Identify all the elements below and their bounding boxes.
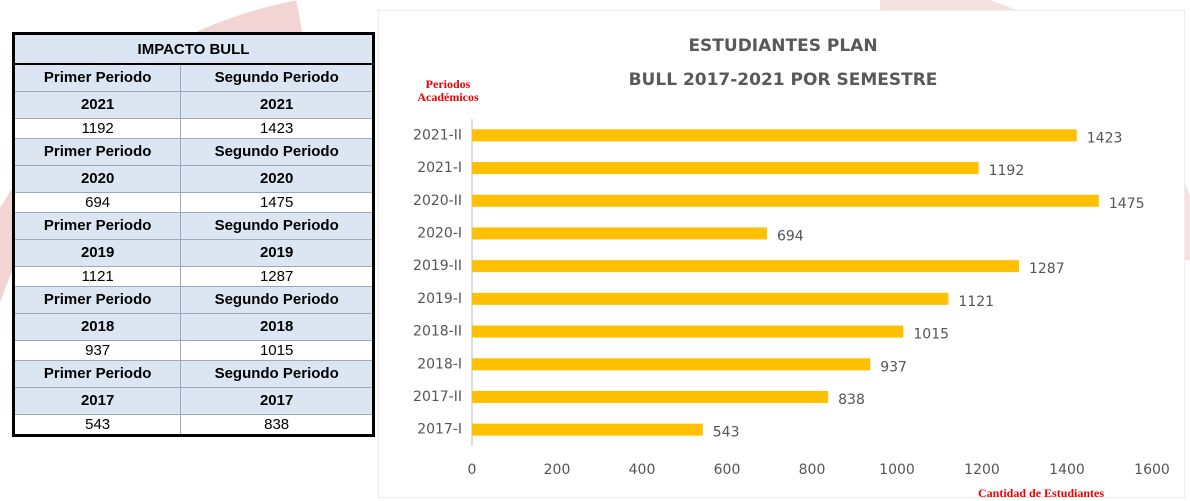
value-cell: 1192 [12,118,182,139]
header-cell: 2019 [12,239,182,267]
bar [472,292,949,305]
header-cell: 2019 [180,239,374,267]
header-cell: Primer Periodo [12,360,182,388]
value-cell: 1287 [180,266,374,287]
x-tick-label: 800 [799,462,826,478]
y-tick-label: 2019-II [413,258,462,274]
header-cell: 2020 [180,165,374,193]
value-cell: 937 [12,340,182,361]
header-cell: Segundo Periodo [180,63,374,92]
x-tick-label: 1600 [1134,462,1170,478]
y-tick-label: 2018-II [413,324,462,340]
y-tick-label: 2018-I [417,356,462,372]
header-cell: Primer Periodo [12,212,182,240]
y-tick-label: 2017-II [413,389,462,405]
x-tick-label: 1200 [964,462,1000,478]
value-cell: 1423 [180,118,374,139]
bar [472,162,979,175]
y-tick-label: 2017-I [417,422,462,438]
value-cell: 694 [12,192,182,213]
bar [472,390,829,403]
y-tick-label: 2019-I [417,291,462,307]
value-cell: 543 [12,414,182,436]
data-label: 694 [777,228,804,244]
x-tick-label: 1400 [1049,462,1085,478]
header-cell: 2017 [180,387,374,415]
data-label: 1475 [1109,196,1145,212]
x-tick-label: 600 [714,462,741,478]
x-tick-label: 1000 [879,462,915,478]
header-cell: 2020 [12,165,182,193]
data-label: 1121 [958,294,994,310]
bar [472,129,1077,142]
value-cell: 838 [180,414,374,436]
y-tick-label: 2021-II [413,127,462,143]
header-cell: Primer Periodo [12,138,182,166]
value-cell: 1015 [180,340,374,361]
y-tick-label: 2021-I [417,160,462,176]
data-label: 543 [713,425,740,441]
y-tick-label: 2020-II [413,193,462,209]
bar [472,227,767,240]
chart-title: ESTUDIANTES PLAN [688,36,877,56]
header-cell: Primer Periodo [12,286,182,314]
data-label: 1423 [1087,130,1123,146]
y-axis-label: Periodos Académicos [417,77,479,104]
header-cell: 2017 [12,387,182,415]
data-label: 1287 [1029,261,1065,277]
header-cell: 2021 [12,91,182,119]
value-cell: 1475 [180,192,374,213]
header-cell: Segundo Periodo [180,286,374,314]
x-tick-label: 0 [468,462,477,478]
header-cell: Segundo Periodo [180,360,374,388]
impact-table: IMPACTO BULL Primer Periodo Segundo Perio… [12,32,375,437]
table-title: IMPACTO BULL [13,33,374,65]
data-label: 1015 [913,327,949,343]
header-cell: Primer Periodo [12,63,182,92]
x-tick-label: 200 [544,462,571,478]
data-label: 838 [838,392,865,408]
bar [472,358,871,371]
header-cell: 2018 [180,313,374,341]
chart-background [378,10,1185,498]
x-axis-label: Cantidad de Estudiantes [978,486,1105,500]
chart: ESTUDIANTES PLAN BULL 2017-2021 POR SEME… [378,10,1185,498]
value-cell: 1121 [12,266,182,287]
bar [472,260,1019,273]
header-cell: 2018 [12,313,182,341]
bar [472,325,904,338]
y-tick-label: 2020-I [417,225,462,241]
header-cell: Segundo Periodo [180,138,374,166]
x-tick-label: 400 [629,462,656,478]
chart-title: BULL 2017-2021 POR SEMESTRE [629,70,938,90]
header-cell: 2021 [180,91,374,119]
bar [472,194,1099,207]
header-cell: Segundo Periodo [180,212,374,240]
data-label: 937 [880,359,907,375]
bar [472,423,703,436]
data-label: 1192 [989,163,1025,179]
